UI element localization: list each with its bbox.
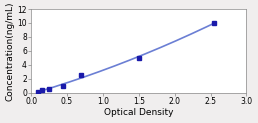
Y-axis label: Concentration(ng/mL): Concentration(ng/mL)	[6, 1, 14, 100]
X-axis label: Optical Density: Optical Density	[104, 108, 173, 117]
